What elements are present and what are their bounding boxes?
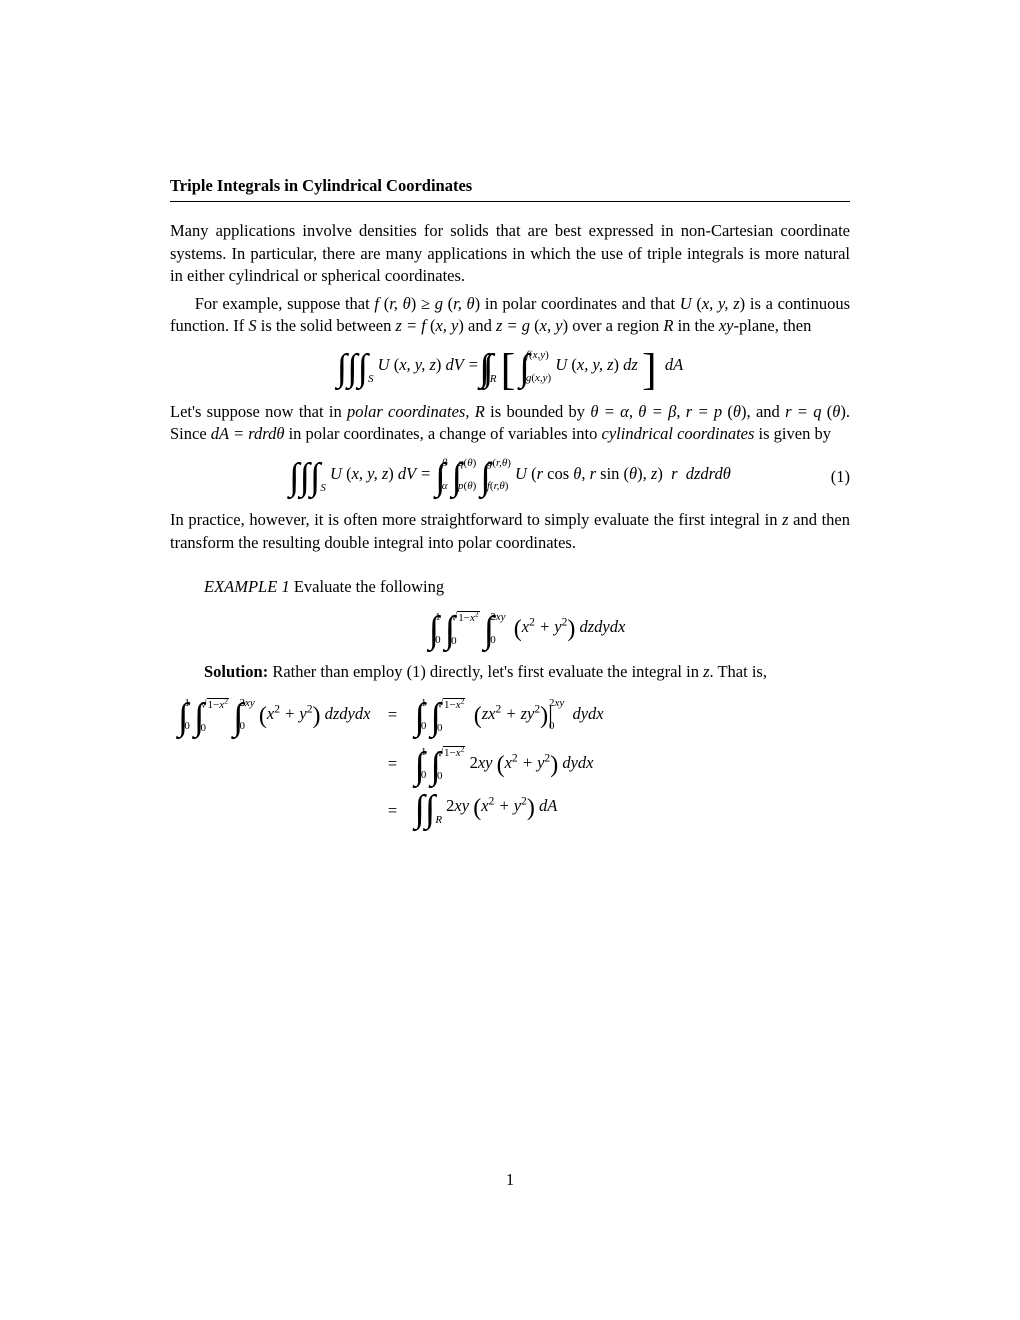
align-rhs: ∫10 ∫√1−x20 (zx2 + zy2)|2xy0 dydx	[410, 691, 607, 740]
math-inline: R	[663, 316, 673, 335]
equation-display-1: ∫∫∫S U (x, y, z) dV = ∫∫R [ ∫f(x,y)g(x,y…	[170, 350, 850, 388]
text-run: -plane, then	[733, 316, 811, 335]
emphasis: cylindrical coordinates	[602, 424, 755, 443]
text-run: In practice, however, it is often more s…	[170, 510, 782, 529]
math-inline: S	[248, 316, 256, 335]
paragraph-3: Let's suppose now that in polar coordina…	[170, 401, 850, 446]
solution-label: Solution:	[204, 662, 268, 681]
align-row: = ∫∫R 2xy (x2 + y2) dA	[174, 788, 608, 833]
align-eq: =	[374, 691, 410, 740]
align-row: ∫10 ∫√1−x20 ∫2xy0 (x2 + y2) dzdydx = ∫10…	[174, 691, 608, 740]
text-run: Rather than employ (1) directly, let's f…	[268, 662, 703, 681]
text-run: in polar coordinates and that	[480, 294, 680, 313]
text-run: in polar coordinates, a change of variab…	[284, 424, 601, 443]
aligned-equations: ∫10 ∫√1−x20 ∫2xy0 (x2 + y2) dzdydx = ∫10…	[174, 691, 608, 834]
paragraph-1: Many applications involve densities for …	[170, 220, 850, 287]
math-inline: dA = rdrdθ	[211, 424, 285, 443]
align-eq: =	[374, 788, 410, 833]
text-run: For example, suppose that	[195, 294, 375, 313]
example-block: EXAMPLE 1 Evaluate the following ∫10 ∫√1…	[204, 576, 850, 834]
math-inline: R	[475, 402, 485, 421]
align-lhs: ∫10 ∫√1−x20 ∫2xy0 (x2 + y2) dzdydx	[174, 691, 374, 740]
math-inline: r = p (θ)	[686, 402, 747, 421]
title-rule	[170, 201, 850, 202]
page-content: Triple Integrals in Cylindrical Coordina…	[0, 0, 1020, 834]
text-run: and	[464, 316, 496, 335]
text-run: over a region	[568, 316, 663, 335]
align-eq: =	[374, 740, 410, 789]
equation-display-2: ∫∫∫S U (x, y, z) dV = ∫βα ∫q(θ)p(θ) ∫g(r…	[170, 458, 850, 496]
section-title: Triple Integrals in Cylindrical Coordina…	[170, 175, 850, 197]
align-rhs: ∫∫R 2xy (x2 + y2) dA	[410, 788, 607, 833]
page-number: 1	[0, 1170, 1020, 1190]
example-heading: EXAMPLE 1 Evaluate the following	[204, 576, 850, 598]
equation-number: (1)	[831, 465, 850, 487]
math-inline: r = q (θ)	[785, 402, 846, 421]
math-inline: U (x, y, z)	[680, 294, 745, 313]
example-label: EXAMPLE 1	[204, 577, 290, 596]
math-inline: f (r, θ) ≥ g (r, θ)	[374, 294, 480, 313]
math-inline: xy	[719, 316, 734, 335]
math-inline: θ = β	[638, 402, 676, 421]
math-inline: z = g (x, y)	[496, 316, 568, 335]
text-run: is the solid between	[257, 316, 396, 335]
solution-paragraph: Solution: Rather than employ (1) directl…	[204, 661, 850, 683]
text-run: is bounded by	[485, 402, 591, 421]
text-run: in the	[673, 316, 718, 335]
text-run: , and	[747, 402, 786, 421]
align-row: = ∫10 ∫√1−x20 2xy (x2 + y2) dydx	[174, 740, 608, 789]
equation-align-block: ∫10 ∫√1−x20 ∫2xy0 (x2 + y2) dzdydx = ∫10…	[174, 691, 850, 834]
text-run: . That is,	[710, 662, 767, 681]
emphasis: polar coordinates,	[347, 402, 469, 421]
math-inline: z = f (x, y)	[395, 316, 463, 335]
text-run: is given by	[754, 424, 831, 443]
text-run: Let's suppose now that in	[170, 402, 347, 421]
math-inline: θ = α	[590, 402, 628, 421]
paragraph-4: In practice, however, it is often more s…	[170, 509, 850, 554]
equation-display-3: ∫10 ∫√1−x20 ∫2xy0 (x2 + y2) dzdydx	[204, 610, 850, 647]
example-prompt: Evaluate the following	[290, 577, 444, 596]
align-rhs: ∫10 ∫√1−x20 2xy (x2 + y2) dydx	[410, 740, 607, 789]
paragraph-2: For example, suppose that f (r, θ) ≥ g (…	[170, 293, 850, 338]
